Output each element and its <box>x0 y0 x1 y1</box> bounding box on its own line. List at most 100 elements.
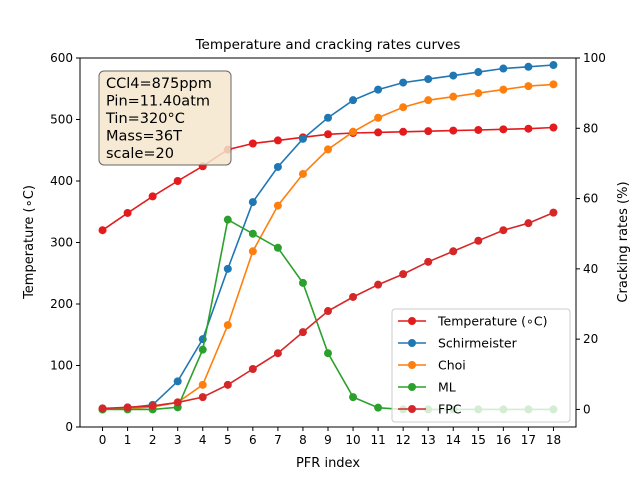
x-tick-label: 14 <box>446 433 461 447</box>
data-point <box>399 78 408 87</box>
x-axis: 0 1 2 3 4 5 6 7 8 9 10 11 12 13 14 15 16 17 18 <box>99 427 561 447</box>
data-point <box>399 103 408 112</box>
data-point <box>449 247 458 256</box>
data-point <box>298 328 307 337</box>
data-point <box>198 393 207 402</box>
data-point <box>499 64 508 73</box>
x-tick-label: 7 <box>274 433 282 447</box>
data-point <box>374 128 383 137</box>
data-point <box>273 162 282 171</box>
annotation-line: CCl4=875ppm <box>106 76 212 92</box>
data-point <box>248 229 257 238</box>
y-axis-left-label: Temperature (∘C) <box>22 185 37 300</box>
annotation-line: Pin=11.40atm <box>106 94 210 110</box>
data-point <box>374 280 383 289</box>
data-point <box>349 393 358 402</box>
data-point <box>123 208 132 217</box>
data-point <box>223 321 232 330</box>
x-tick-label: 18 <box>546 433 561 447</box>
y-left-tick-label: 400 <box>50 174 73 188</box>
y-axis-left: 0 100 200 300 400 500 600 <box>50 51 80 434</box>
data-point <box>273 201 282 210</box>
data-point <box>374 113 383 122</box>
data-point <box>349 96 358 105</box>
data-point <box>173 177 182 185</box>
x-tick-label: 5 <box>224 433 232 447</box>
legend-label: Schirmeister <box>438 336 518 351</box>
y-right-tick-label: 20 <box>583 332 598 346</box>
legend-marker <box>408 339 416 347</box>
data-point <box>449 71 458 80</box>
data-point <box>173 398 182 407</box>
y-left-tick-label: 200 <box>50 297 73 311</box>
data-point <box>324 349 332 358</box>
data-point <box>374 85 383 94</box>
data-point <box>248 247 257 256</box>
data-point <box>449 126 458 135</box>
x-tick-label: 10 <box>345 433 360 447</box>
data-point <box>273 349 282 358</box>
data-point <box>298 278 307 287</box>
x-tick-label: 2 <box>149 433 157 447</box>
legend-label: Choi <box>438 358 466 373</box>
data-point <box>374 403 383 412</box>
y-right-tick-label: 40 <box>583 262 598 276</box>
x-tick-label: 0 <box>99 433 107 447</box>
data-point <box>499 125 508 134</box>
data-point <box>524 124 533 133</box>
data-point <box>424 127 433 136</box>
data-point <box>198 345 207 354</box>
legend-marker <box>408 405 416 413</box>
data-point <box>148 192 157 201</box>
x-tick-label: 1 <box>124 433 132 447</box>
x-tick-label: 3 <box>174 433 182 447</box>
x-tick-label: 15 <box>471 433 486 447</box>
data-point <box>273 136 282 145</box>
data-point <box>424 257 433 266</box>
x-axis-label: PFR index <box>296 456 360 471</box>
data-point <box>474 89 483 98</box>
data-point <box>549 80 558 89</box>
data-point <box>499 85 508 94</box>
y-left-tick-label: 100 <box>50 359 73 373</box>
data-point <box>223 264 232 273</box>
y-right-tick-label: 60 <box>583 192 598 206</box>
data-point <box>449 92 458 101</box>
data-point <box>248 198 257 207</box>
legend-label: Temperature (∘C) <box>437 314 547 329</box>
data-point <box>98 404 107 413</box>
data-point <box>324 113 332 122</box>
x-tick-label: 17 <box>521 433 536 447</box>
data-point <box>549 61 558 70</box>
data-point <box>298 134 307 143</box>
data-point <box>123 403 132 412</box>
data-point <box>474 125 483 134</box>
data-point <box>324 307 332 316</box>
chart-title: Temperature and cracking rates curves <box>195 37 461 53</box>
data-point <box>349 292 358 301</box>
data-point <box>298 169 307 178</box>
data-point <box>424 96 433 105</box>
y-right-tick-label: 80 <box>583 121 598 135</box>
annotation-line: scale=20 <box>106 146 174 162</box>
legend-marker <box>408 361 416 369</box>
legend-marker <box>408 317 416 325</box>
data-point <box>549 123 558 132</box>
y-right-tick-label: 0 <box>583 402 591 416</box>
annotation-line: Tin=320°C <box>105 111 185 127</box>
y-right-tick-label: 100 <box>583 51 606 65</box>
data-point <box>549 208 558 217</box>
data-point <box>248 365 257 374</box>
data-point <box>399 127 408 136</box>
data-point <box>474 236 483 245</box>
data-point <box>173 377 182 386</box>
data-point <box>273 243 282 252</box>
y-axis-right: 0 20 40 60 80 100 <box>576 51 606 416</box>
legend: Temperature (∘C) Schirmeister Choi ML FPC <box>391 308 571 423</box>
legend-marker <box>408 383 416 391</box>
data-point <box>424 75 433 84</box>
y-left-tick-label: 500 <box>50 113 73 127</box>
data-point <box>98 226 107 235</box>
